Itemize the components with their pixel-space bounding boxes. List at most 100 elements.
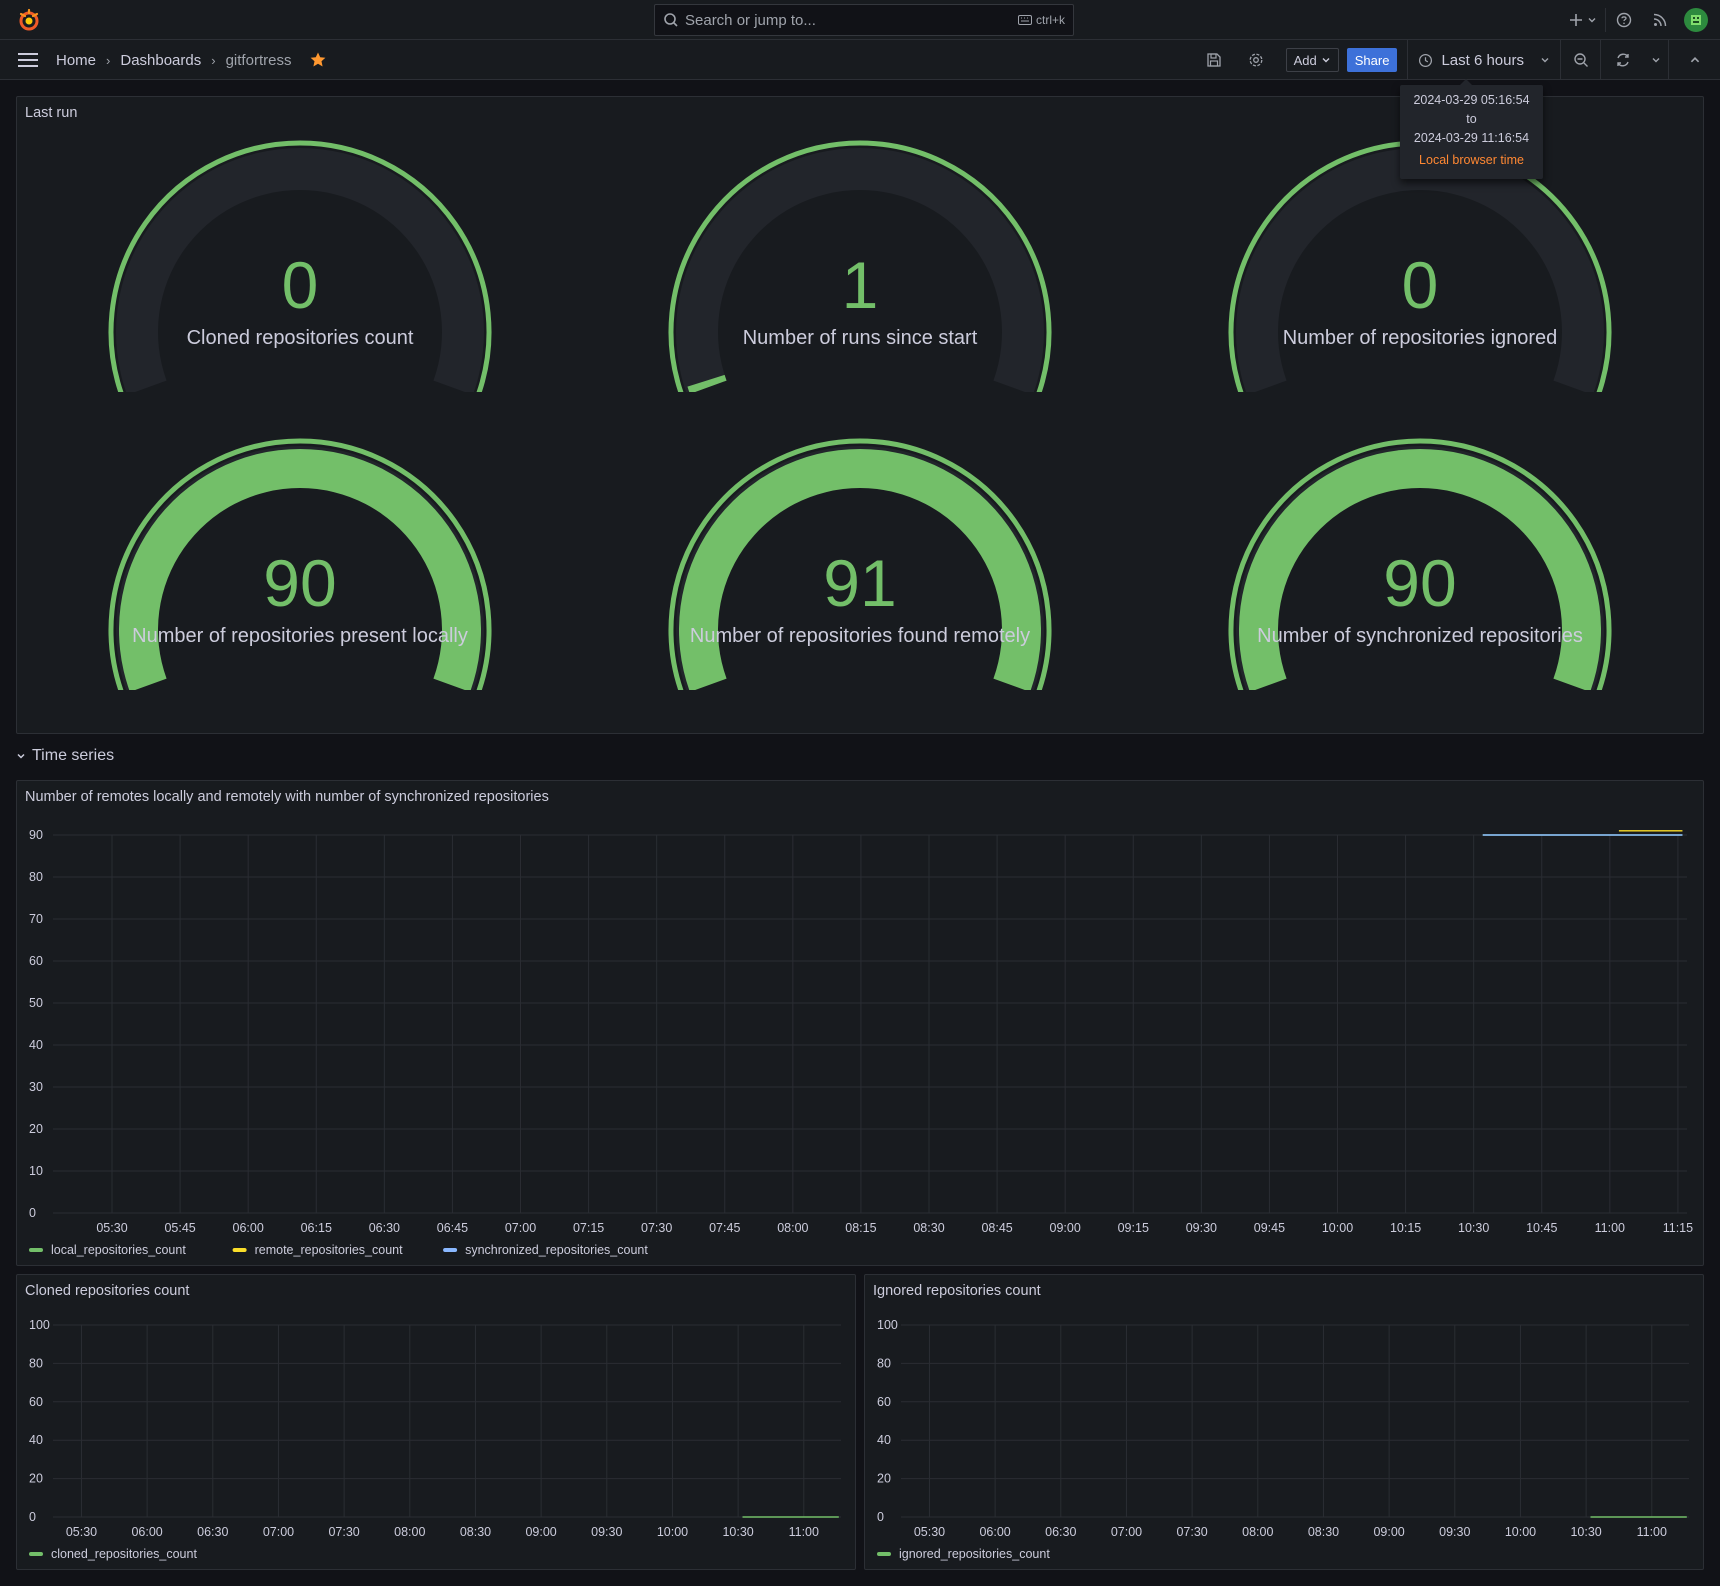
menu-icon[interactable] xyxy=(16,50,40,70)
top-bar: Search or jump to... ctrl+k xyxy=(0,0,1720,40)
gauge: 90 Number of repositories present locally xyxy=(20,430,580,720)
x-tick-label: 08:45 xyxy=(981,1221,1012,1235)
y-tick-label: 60 xyxy=(29,1395,43,1409)
x-tick-label: 07:30 xyxy=(1176,1525,1207,1539)
legend-item[interactable]: cloned_repositories_count xyxy=(51,1547,197,1561)
gauge-value: 90 xyxy=(1383,546,1457,620)
panel-title: Cloned repositories count xyxy=(25,1283,190,1299)
cloned-timeseries-chart[interactable]: 100 80 60 40 20 0 05:30 06:00 06:30 07:00 07:30 08:… xyxy=(17,1275,857,1571)
x-tick-label: 10:45 xyxy=(1526,1221,1557,1235)
breadcrumb-current: gitfortress xyxy=(225,51,292,69)
news-button[interactable] xyxy=(1642,0,1678,40)
gauge-value-arc xyxy=(119,448,481,690)
zoom-out-button[interactable] xyxy=(1560,40,1600,80)
dashboard-nav-bar: Home › Dashboards › gitfortress Add Shar… xyxy=(0,40,1720,80)
share-button[interactable]: Share xyxy=(1346,48,1398,72)
sync-timeseries-panel: Number of remotes locally and remotely w… xyxy=(16,780,1704,1266)
share-button-label: Share xyxy=(1354,52,1390,68)
collapse-toolbar-button[interactable] xyxy=(1668,40,1720,80)
gauge-value-arc xyxy=(1239,448,1601,690)
gauge-threshold-ring xyxy=(668,140,1052,392)
x-tick-label: 05:30 xyxy=(914,1525,945,1539)
x-tick-label: 09:30 xyxy=(591,1525,622,1539)
gauge-label: Number of synchronized repositories xyxy=(1257,625,1583,647)
y-tick-label: 20 xyxy=(877,1472,891,1486)
chevron-right-icon: › xyxy=(211,52,216,68)
tooltip-from: 2024-03-29 05:16:54 xyxy=(1413,93,1530,107)
y-tick-label: 20 xyxy=(29,1122,43,1136)
search-icon xyxy=(664,13,678,27)
user-avatar[interactable] xyxy=(1684,8,1708,32)
y-tick-label: 80 xyxy=(877,1356,891,1370)
add-button[interactable]: Add xyxy=(1285,48,1339,72)
time-range-label: Last 6 hours xyxy=(1441,51,1524,69)
x-tick-label: 08:15 xyxy=(845,1221,876,1235)
legend-item[interactable]: local_repositories_count xyxy=(51,1243,186,1257)
dashboard-toolbar: Add Share Last 6 hours xyxy=(1194,40,1720,80)
y-tick-label: 40 xyxy=(29,1038,43,1052)
legend-item[interactable]: synchronized_repositories_count xyxy=(465,1243,648,1257)
avatar-icon xyxy=(1691,15,1701,25)
refresh-interval-dropdown[interactable] xyxy=(1644,40,1668,80)
gauge: 91 Number of repositories found remotely xyxy=(580,430,1140,720)
help-icon xyxy=(1616,12,1632,28)
sync-timeseries-chart[interactable]: 90 80 70 60 50 40 30 20 10 0 05:30 05:45 06:00 06:15 0… xyxy=(17,781,1705,1267)
help-button[interactable] xyxy=(1606,0,1642,40)
refresh-button[interactable] xyxy=(1600,40,1644,80)
x-tick-label: 10:00 xyxy=(657,1525,688,1539)
y-tick-label: 50 xyxy=(29,996,43,1010)
gauge-threshold-ring xyxy=(108,140,492,392)
gauge: 0 Number of repositories ignored xyxy=(1140,132,1700,422)
time-range-picker[interactable]: Last 6 hours xyxy=(1407,40,1560,80)
topbar-actions xyxy=(1561,0,1720,40)
row-time-series[interactable]: Time series xyxy=(16,747,114,765)
save-dashboard-button[interactable] xyxy=(1194,40,1234,80)
x-tick-label: 07:45 xyxy=(709,1221,740,1235)
cloned-timeseries-panel: Cloned repositories count 100 80 60 40 20 0 05… xyxy=(16,1274,856,1570)
x-tick-label: 08:30 xyxy=(913,1221,944,1235)
y-tick-label: 10 xyxy=(29,1164,43,1178)
x-tick-label: 07:00 xyxy=(1111,1525,1142,1539)
breadcrumb-home[interactable]: Home xyxy=(56,51,97,69)
panel-title: Last run xyxy=(25,105,78,121)
legend-item[interactable]: remote_repositories_count xyxy=(255,1243,404,1257)
gauge-label: Number of repositories ignored xyxy=(1282,327,1558,349)
x-tick-label: 10:30 xyxy=(1570,1525,1601,1539)
x-tick-label: 11:15 xyxy=(1663,1221,1693,1235)
x-tick-label: 05:30 xyxy=(66,1525,97,1539)
y-tick-label: 70 xyxy=(29,912,43,926)
panel-title: Ignored repositories count xyxy=(873,1283,1041,1299)
rss-icon xyxy=(1653,13,1667,27)
gauge-arc xyxy=(108,438,492,690)
legend-item[interactable]: ignored_repositories_count xyxy=(899,1547,1050,1561)
search-input[interactable]: Search or jump to... ctrl+k xyxy=(654,4,1074,36)
gauge: 90 Number of synchronized repositories xyxy=(1140,430,1700,720)
new-menu-button[interactable] xyxy=(1561,0,1605,40)
dashboard-settings-button[interactable] xyxy=(1234,40,1278,80)
gauge-threshold-ring xyxy=(108,438,492,690)
y-tick-label: 40 xyxy=(29,1433,43,1447)
gauge-track xyxy=(1236,148,1604,392)
tooltip-to: 2024-03-29 11:16:54 xyxy=(1413,131,1530,145)
ignored-timeseries-chart[interactable]: 100 80 60 40 20 0 05:30 06:00 06:30 07:00 07:30 08:… xyxy=(865,1275,1705,1571)
gauge-threshold-ring xyxy=(668,438,1052,690)
gauge-value: 91 xyxy=(823,546,897,620)
x-tick-label: 08:30 xyxy=(1308,1525,1339,1539)
gear-icon xyxy=(1249,53,1263,67)
y-tick-label: 0 xyxy=(29,1510,36,1524)
gauge-value: 0 xyxy=(1401,248,1439,322)
y-tick-label: 80 xyxy=(29,870,43,884)
gauge-value-arc xyxy=(679,448,1041,690)
x-tick-label: 09:30 xyxy=(1439,1525,1470,1539)
grafana-logo-icon[interactable] xyxy=(17,8,41,32)
gauge-value-arc xyxy=(687,374,727,392)
star-icon[interactable] xyxy=(309,51,327,69)
y-tick-label: 30 xyxy=(29,1080,43,1094)
chevron-down-icon xyxy=(1541,58,1549,63)
gauge-label: Cloned repositories count xyxy=(186,327,414,349)
breadcrumb-dashboards[interactable]: Dashboards xyxy=(120,51,202,69)
y-tick-label: 100 xyxy=(877,1318,898,1332)
gauge-threshold-ring xyxy=(1228,438,1612,690)
x-tick-label: 09:00 xyxy=(525,1525,556,1539)
gauge-track xyxy=(116,148,484,392)
